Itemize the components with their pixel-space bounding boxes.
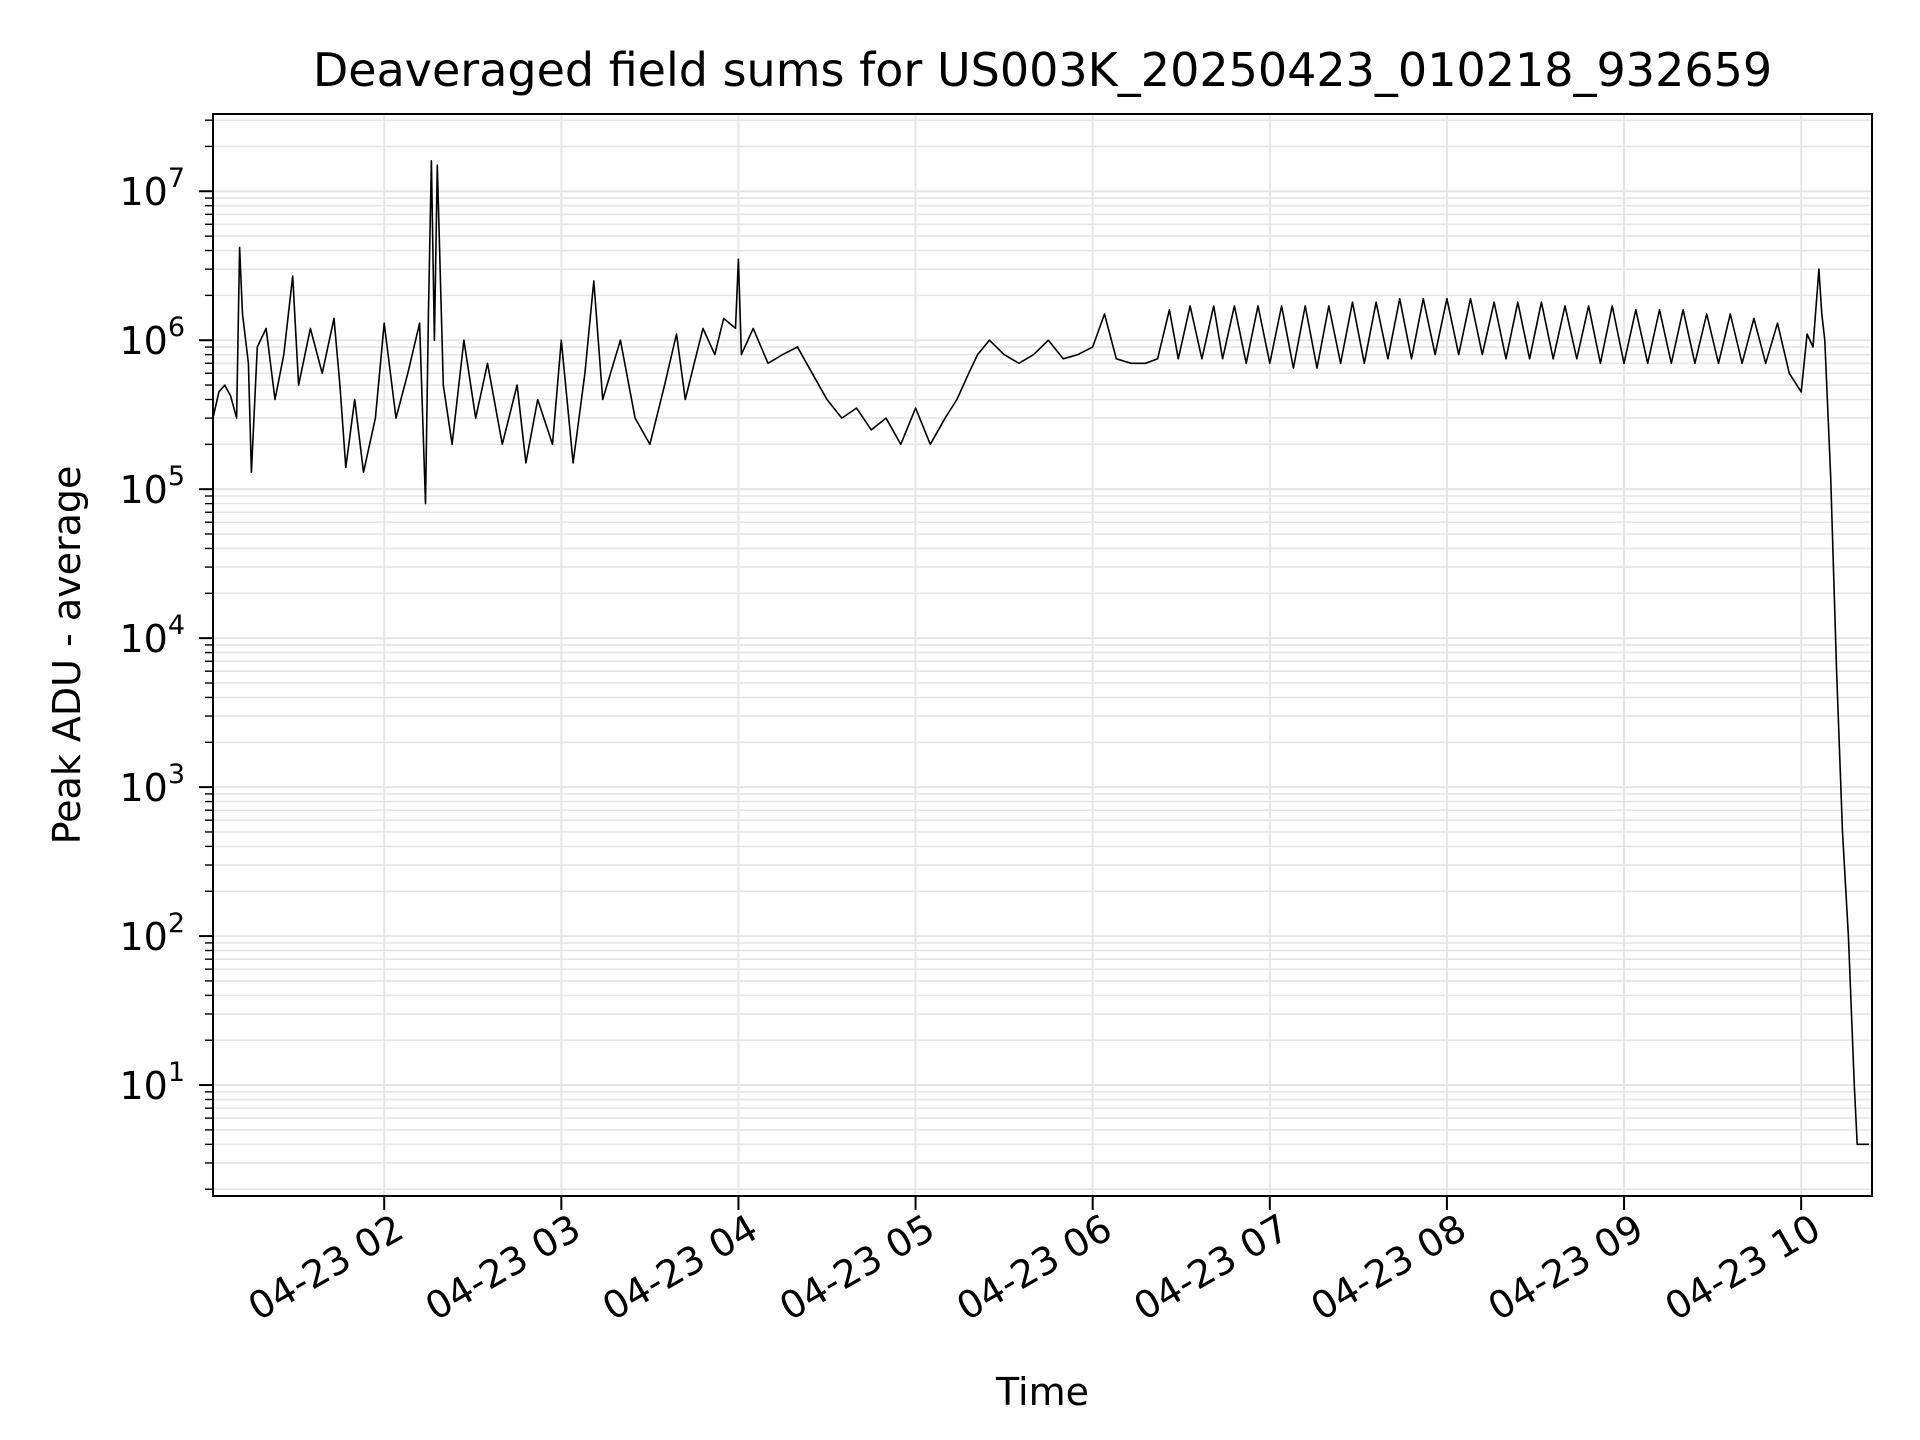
x-tick-label: 04-23 04 (595, 1206, 765, 1330)
y-tick-label: 103 (119, 759, 185, 810)
x-tick-label: 04-23 07 (1126, 1206, 1296, 1330)
y-tick-label: 104 (119, 610, 185, 661)
plot-frame (212, 113, 1873, 1197)
series-layer (212, 160, 1869, 1146)
x-tick-label: 04-23 05 (772, 1206, 942, 1330)
y-tick-label: 101 (119, 1057, 185, 1108)
y-tick-labels: 101 102 103 104 105 106 107 (119, 163, 185, 1108)
y-tick-label: 106 (119, 312, 185, 363)
y-tick-label: 107 (119, 163, 185, 214)
x-tick-label: 04-23 10 (1658, 1206, 1828, 1330)
x-tick-label: 04-23 08 (1303, 1206, 1473, 1330)
y-axis-label: Peak ADU - average (45, 466, 89, 845)
tick-marks (199, 119, 1803, 1210)
x-tick-label: 04-23 03 (418, 1206, 588, 1330)
x-axis-label: Time (995, 1370, 1089, 1414)
x-tick-label: 04-23 09 (1481, 1206, 1651, 1330)
x-tick-label: 04-23 06 (949, 1206, 1119, 1330)
series-line (212, 160, 1869, 1146)
y-tick-label: 105 (119, 461, 185, 512)
x-tick-label: 04-23 02 (241, 1206, 411, 1330)
x-tick-labels: 04-23 02 04-23 03 04-23 04 04-23 05 04-23 06… (241, 1206, 1828, 1330)
y-tick-label: 102 (119, 908, 185, 959)
grid-lines (213, 114, 1872, 1196)
chart-title: Deaveraged field sums for US003K_2025042… (313, 43, 1772, 97)
